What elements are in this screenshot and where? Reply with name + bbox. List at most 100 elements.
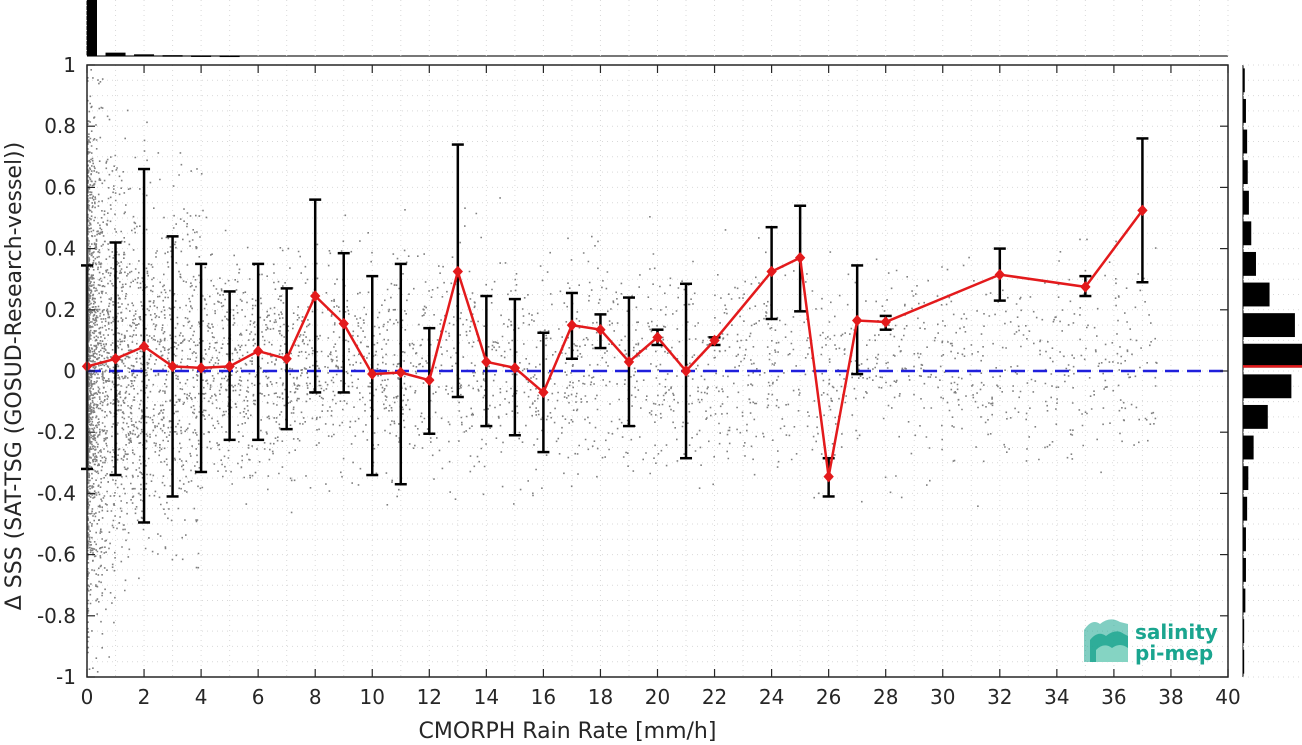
- right-histogram-bar: [1243, 343, 1302, 368]
- series-point: [1137, 204, 1148, 217]
- series-point: [595, 323, 606, 336]
- right-histogram-bar: [1243, 496, 1248, 521]
- x-tick-label: 32: [987, 685, 1012, 709]
- x-tick-label: 2: [138, 685, 151, 709]
- y-tick-label: 0.4: [44, 237, 76, 261]
- top-histogram: [86, 0, 1229, 58]
- scatter-cloud: [87, 69, 1158, 673]
- series-point: [652, 331, 663, 344]
- series-point: [481, 356, 492, 368]
- right-histogram-bar: [1243, 68, 1245, 93]
- top-histogram-bar: [87, 0, 97, 56]
- y-tick-label: -0.8: [37, 604, 76, 628]
- scatter-points: [87, 69, 1158, 673]
- right-histogram: [1242, 64, 1302, 678]
- series-point: [167, 360, 178, 373]
- series-point: [880, 316, 891, 328]
- x-tick-label: 12: [417, 685, 442, 709]
- top-histogram-frame: [86, 0, 1229, 57]
- x-tick-label: 8: [309, 685, 322, 709]
- y-tick-label: 0.6: [44, 175, 76, 199]
- top-histogram-bar: [134, 54, 155, 56]
- logo-line2: pi-mep: [1135, 641, 1213, 665]
- top-histogram-bar: [219, 55, 240, 58]
- series-point: [566, 319, 578, 331]
- series-point: [680, 365, 692, 377]
- x-tick-label: 30: [930, 685, 955, 709]
- series-point: [709, 334, 720, 347]
- series-point: [538, 386, 549, 399]
- x-tick-label: 18: [588, 685, 613, 709]
- right-histogram-bar: [1243, 404, 1268, 429]
- series-point: [794, 252, 806, 264]
- x-tick-label: 40: [1215, 685, 1240, 709]
- x-tick-label: 16: [531, 685, 556, 709]
- series-point: [252, 345, 264, 357]
- x-tick-label: 24: [759, 685, 784, 709]
- top-histogram-bar: [162, 55, 183, 57]
- series-point: [367, 368, 378, 380]
- right-histogram-bar: [1243, 527, 1246, 552]
- right-histogram-bar: [1243, 160, 1248, 185]
- y-tick-label: -0.2: [37, 420, 76, 444]
- x-tick-label: 10: [360, 685, 385, 709]
- series-point: [338, 317, 349, 330]
- series-point: [224, 360, 235, 373]
- series-point: [195, 362, 207, 374]
- right-histogram-bar: [1243, 313, 1295, 338]
- x-tick-label: 36: [1101, 685, 1126, 709]
- x-tick-label: 20: [645, 685, 670, 709]
- top-histogram-bar: [105, 52, 126, 56]
- right-histogram-bar: [1243, 619, 1245, 644]
- x-axis-label: CMORPH Rain Rate [mm/h]: [419, 719, 717, 744]
- right-histogram-bar: [1243, 98, 1246, 123]
- mean-series: [81, 204, 1148, 483]
- series-point: [395, 366, 406, 379]
- series-point: [994, 268, 1005, 281]
- y-tick-label: 0.8: [44, 114, 76, 138]
- series-point: [452, 265, 463, 278]
- right-histogram-bar: [1243, 129, 1248, 154]
- series-point: [852, 314, 863, 327]
- series-point: [823, 470, 834, 483]
- series-point: [281, 353, 292, 365]
- series-line: [86, 209, 1144, 477]
- right-histogram-bar: [1243, 282, 1270, 307]
- series-point: [110, 353, 121, 365]
- right-histogram-bar: [1243, 221, 1252, 246]
- x-tick-label: 4: [195, 685, 208, 709]
- series-point: [766, 265, 777, 278]
- x-tick-label: 28: [873, 685, 898, 709]
- y-tick-label: 0.2: [44, 298, 76, 322]
- y-tick-label: -0.6: [37, 543, 76, 567]
- right-histogram-bar: [1243, 466, 1249, 491]
- series-point: [509, 362, 521, 374]
- salinity-pi-mep-logo: salinity pi-mep: [1084, 619, 1218, 665]
- series-point: [1080, 281, 1091, 293]
- right-histogram-bar: [1243, 374, 1292, 399]
- x-tick-label: 6: [252, 685, 265, 709]
- x-tick-label: 38: [1158, 685, 1183, 709]
- series-point: [623, 356, 635, 368]
- y-tick-label: -0.4: [37, 481, 76, 505]
- x-tick-label: 34: [1044, 685, 1069, 709]
- x-tick-label: 0: [81, 685, 94, 709]
- series-point: [138, 340, 150, 353]
- right-histogram-bar: [1243, 190, 1249, 215]
- x-tick-label: 22: [702, 685, 727, 709]
- logo-line1: salinity: [1135, 620, 1218, 644]
- right-histogram-bar: [1243, 588, 1246, 613]
- y-tick-label: -1: [56, 665, 76, 689]
- main-plot: 0 2 4 6 8 10 12 14 16 18 20 22 24 26 28 30 32 34 36 38 40-1-…: [2, 53, 1241, 744]
- y-axis-label: Δ SSS (SAT-TSG (GOSUD-Research-vessel)): [2, 142, 27, 610]
- logo-wave-icon: [1084, 619, 1128, 662]
- right-histogram-bar: [1243, 557, 1246, 582]
- x-tick-label: 14: [474, 685, 499, 709]
- axes: 0 2 4 6 8 10 12 14 16 18 20 22 24 26 28 30 32 34 36 38 40-1-…: [2, 53, 1241, 744]
- x-tick-label: 26: [816, 685, 841, 709]
- y-tick-label: 0: [63, 359, 76, 383]
- right-histogram-bar: [1243, 435, 1254, 460]
- right-histogram-bar: [1243, 251, 1256, 276]
- series-point: [310, 290, 321, 302]
- y-tick-label: 1: [63, 53, 76, 77]
